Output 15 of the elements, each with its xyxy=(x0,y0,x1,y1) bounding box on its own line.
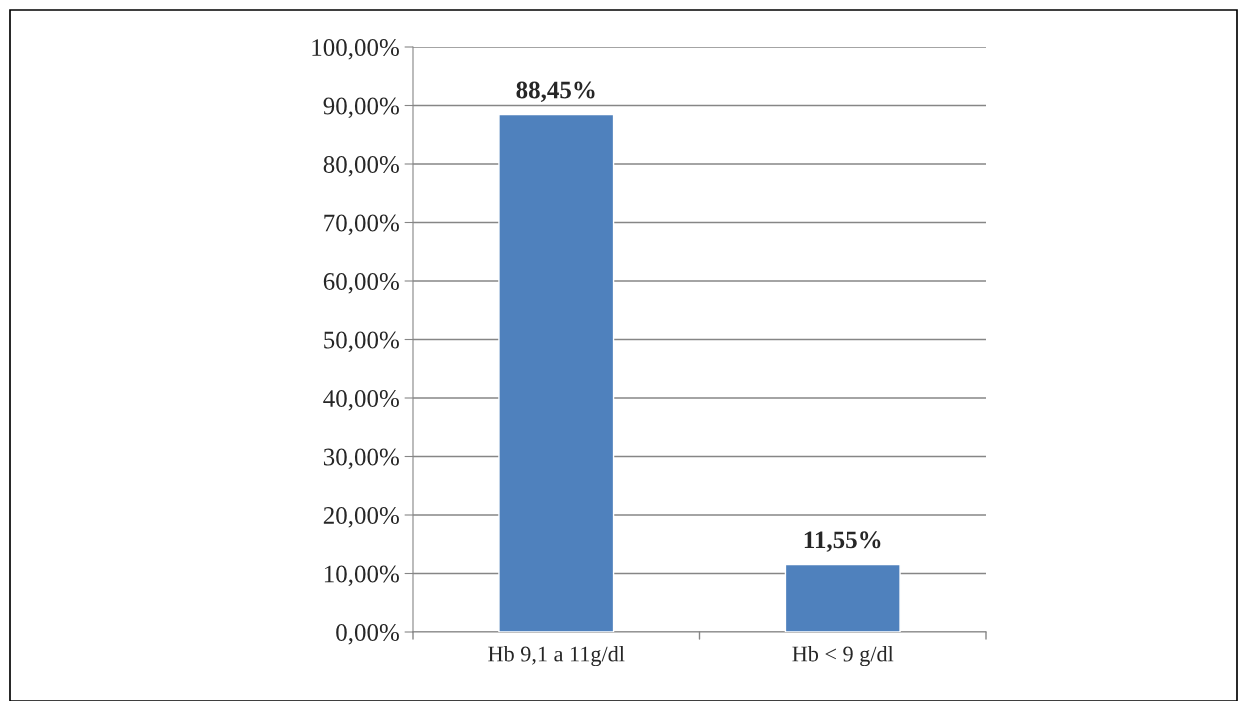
y-tick-label: 20,00% xyxy=(323,507,399,528)
y-tick-label: 50,00% xyxy=(324,331,399,353)
y-tick-label: 80,00% xyxy=(323,156,399,177)
y-tick-label: 90,00% xyxy=(323,97,399,119)
x-tick-label: Hb < 9 g/dl xyxy=(792,645,894,667)
y-tick-label: 30,00% xyxy=(323,448,399,470)
y-tick-label: 40,00% xyxy=(323,390,399,411)
y-tick-label: 10,00% xyxy=(324,565,399,587)
data-label: 11,55% xyxy=(804,531,881,552)
y-tick-label: 60,00% xyxy=(323,273,399,294)
x-tick-label: Hb 9,1 a 11g/dl xyxy=(488,645,625,667)
y-tick-label: 70,00% xyxy=(324,214,399,236)
y-tick-label: 0,00% xyxy=(336,624,399,645)
data-label: 88,45% xyxy=(516,81,595,102)
y-tick-label: 100,00% xyxy=(312,39,399,60)
